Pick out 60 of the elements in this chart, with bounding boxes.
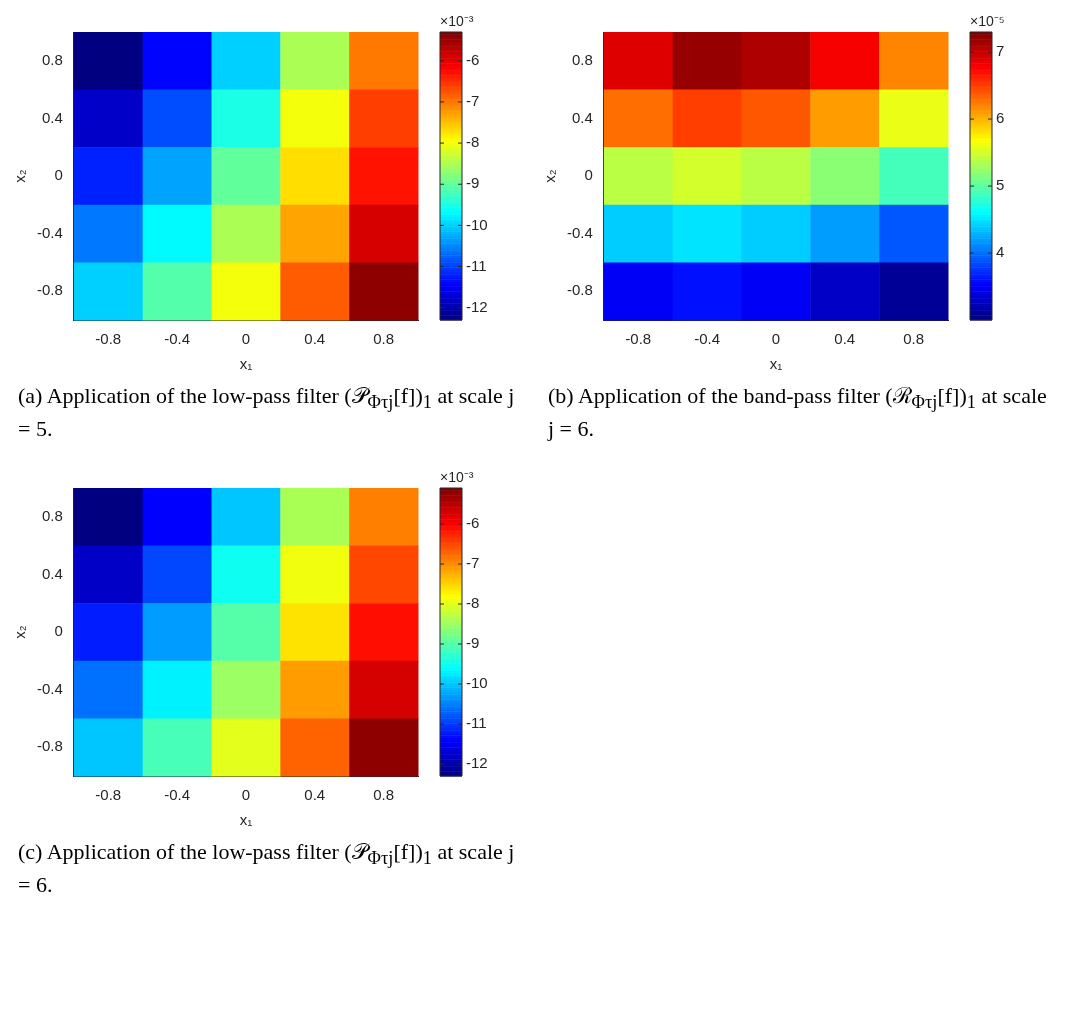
x-tick-label: 0	[241, 785, 251, 803]
color-bar-label: -10	[466, 215, 488, 233]
color-bar-label: -10	[466, 673, 488, 691]
y-tick-label: 0	[54, 621, 63, 639]
y-tick-label: 0	[584, 166, 593, 184]
y-axis-title: x₂	[541, 169, 559, 183]
color-bar-label: -7	[466, 553, 480, 571]
color-bar-label: -9	[466, 633, 480, 651]
y-tick-label: -0.4	[36, 223, 63, 241]
x-tick-label: 0.8	[903, 330, 925, 348]
color-bar-label: -7	[466, 92, 480, 110]
color-bar-label: 7	[996, 42, 1005, 60]
y-tick-label: -0.8	[566, 281, 593, 299]
x-tick-label: -0.4	[694, 330, 721, 348]
color-bar-label: -12	[466, 297, 488, 315]
x-tick-label: -0.4	[164, 785, 191, 803]
x-tick-label: -0.8	[625, 330, 652, 348]
color-bar-label: -6	[466, 513, 480, 531]
x-tick-label: 0	[241, 330, 251, 348]
color-bar-title: ×10⁻⁵	[970, 12, 1005, 29]
color-bar-label: -12	[466, 753, 488, 771]
color-bar-title: ×10⁻³	[440, 12, 474, 29]
y-tick-label: -0.8	[36, 737, 63, 755]
x-tick-label: 0.4	[834, 330, 856, 348]
y-tick-label: 0.4	[41, 108, 63, 126]
color-bar-label: -11	[466, 256, 487, 274]
x-tick-label: 0.4	[304, 785, 326, 803]
y-axis-title: x₂	[11, 169, 29, 183]
x-tick-label: 0.8	[373, 785, 395, 803]
x-axis-title: x₁	[239, 355, 253, 373]
y-tick-label: 0.4	[41, 564, 63, 582]
y-tick-label: 0.8	[41, 506, 63, 524]
x-tick-label: -0.8	[95, 330, 122, 348]
color-bar-label: 6	[996, 109, 1005, 127]
x-tick-label: 0	[771, 330, 781, 348]
x-tick-label: 0.8	[373, 330, 395, 348]
color-bar-label: 5	[996, 176, 1005, 194]
x-tick-label: 0.4	[304, 330, 326, 348]
y-axis-title: x₂	[11, 624, 29, 639]
y-tick-label: 0.8	[41, 50, 63, 68]
chart-title: (c) Application of the low-pass filter (𝒫$_{Φτj}$[f])$_{1}$ at scale j = 6.	[18, 838, 515, 897]
y-tick-label: -0.4	[36, 679, 63, 697]
chart-title: (a) Application of the low-pass filter (𝒫$_{Φτj}$[f])$_{1}$ at scale j = 5.	[18, 383, 515, 442]
x-tick-label: -0.4	[164, 330, 191, 348]
color-bar-label: 4	[996, 243, 1005, 261]
x-tick-label: -0.8	[95, 785, 122, 803]
y-tick-label: 0.4	[571, 108, 593, 126]
color-bar-label: -8	[466, 133, 480, 151]
color-bar-label: -9	[466, 174, 480, 192]
chart-title: (b) Application of the band-pass filter (ℛ$_{Φτj}$[f])$_{1}$ at scale j = 6.	[548, 383, 1047, 442]
color-bar-label: -8	[466, 593, 480, 611]
y-tick-label: -0.4	[566, 223, 593, 241]
y-tick-label: 0.8	[571, 50, 593, 68]
color-bar-title: ×10⁻³	[440, 468, 474, 485]
color-bar-label: -6	[466, 50, 480, 68]
y-tick-label: -0.8	[36, 281, 63, 299]
y-tick-label: 0	[54, 166, 63, 184]
x-axis-title: x₁	[769, 355, 783, 373]
color-bar-label: -11	[466, 713, 487, 731]
x-axis-title: x₁	[239, 810, 253, 828]
